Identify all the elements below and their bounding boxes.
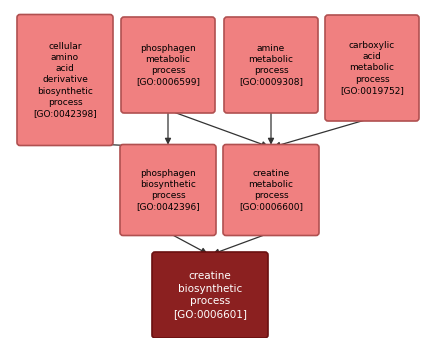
FancyBboxPatch shape [17,15,113,145]
FancyBboxPatch shape [224,17,318,113]
FancyBboxPatch shape [152,252,268,338]
FancyBboxPatch shape [121,17,215,113]
Text: creatine
biosynthetic
process
[GO:0006601]: creatine biosynthetic process [GO:000660… [173,271,247,319]
Text: carboxylic
acid
metabolic
process
[GO:0019752]: carboxylic acid metabolic process [GO:00… [340,41,404,95]
Text: phosphagen
metabolic
process
[GO:0006599]: phosphagen metabolic process [GO:0006599… [136,44,200,86]
Text: phosphagen
biosynthetic
process
[GO:0042396]: phosphagen biosynthetic process [GO:0042… [136,169,200,211]
FancyBboxPatch shape [120,145,216,236]
Text: amine
metabolic
process
[GO:0009308]: amine metabolic process [GO:0009308] [239,44,303,86]
Text: cellular
amino
acid
derivative
biosynthetic
process
[GO:0042398]: cellular amino acid derivative biosynthe… [33,42,97,118]
Text: creatine
metabolic
process
[GO:0006600]: creatine metabolic process [GO:0006600] [239,169,303,211]
FancyBboxPatch shape [223,145,319,236]
FancyBboxPatch shape [325,15,419,121]
